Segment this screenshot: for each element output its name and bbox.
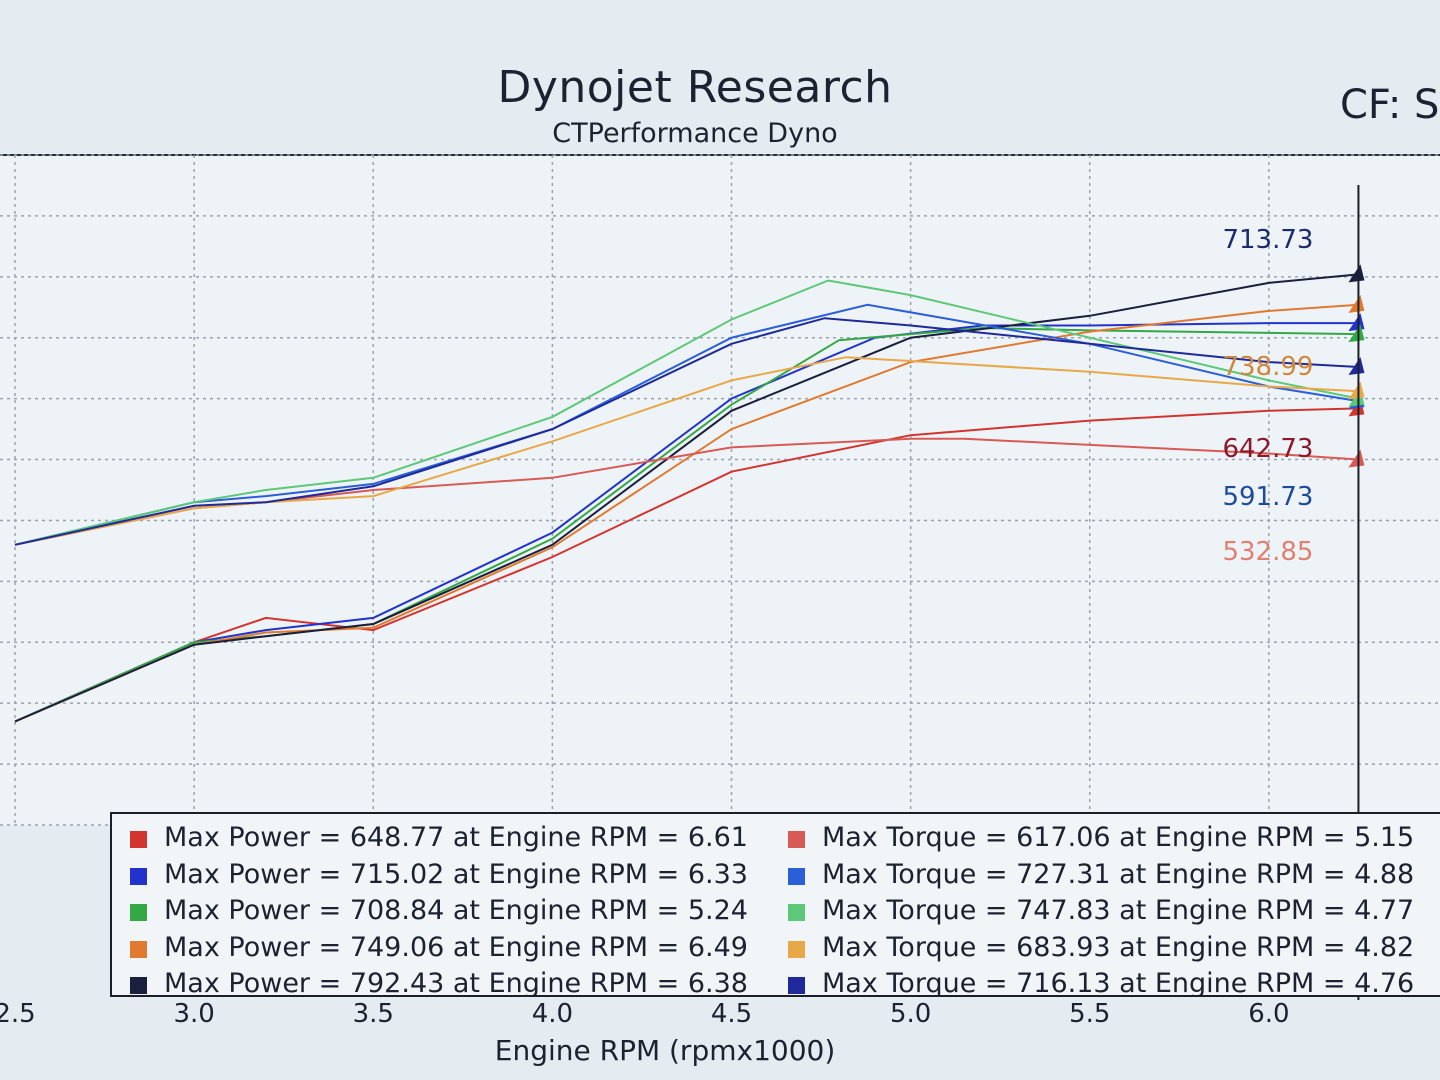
legend-label: Max Torque = 747.83 at Engine RPM = 4.77 <box>822 895 1415 926</box>
chart-title: Dynojet Research <box>497 62 893 113</box>
legend-label: Max Torque = 716.13 at Engine RPM = 4.76 <box>822 968 1415 997</box>
legend-item-torque-2: Max Torque = 727.31 at Engine RPM = 4.88 <box>788 857 1415 894</box>
legend-item-power-3: Max Power = 708.84 at Engine RPM = 5.24 <box>130 893 748 930</box>
legend-swatch <box>130 831 147 848</box>
plot-area <box>0 155 1440 825</box>
torque-series-line-5 <box>14 317 1359 546</box>
correction-factor-label: CF: S <box>1340 82 1440 128</box>
legend-label: Max Power = 708.84 at Engine RPM = 5.24 <box>164 895 748 926</box>
series-group <box>14 264 1365 723</box>
legend-label: Max Torque = 617.06 at Engine RPM = 5.15 <box>822 822 1415 853</box>
legend-swatch <box>788 940 805 958</box>
cursor-value-label: 532.85 <box>1222 537 1313 567</box>
cursor-value-labels: 713.73 738.99 642.73 591.73 532.85 <box>1222 225 1313 567</box>
legend-torque-column: Max Torque = 617.06 at Engine RPM = 5.15… <box>788 820 1415 997</box>
legend-label: Max Power = 715.02 at Engine RPM = 6.33 <box>164 858 748 890</box>
power-series-line-4 <box>14 303 1359 723</box>
power-cursor-marker-4 <box>1348 294 1365 313</box>
chart-subtitle: CTPerformance Dyno <box>552 118 838 149</box>
legend-label: Max Torque = 683.93 at Engine RPM = 4.82 <box>822 931 1415 963</box>
power-series-line-5 <box>14 273 1359 723</box>
legend-item-power-4: Max Power = 749.06 at Engine RPM = 6.49 <box>130 930 748 967</box>
torque-series-line-4 <box>14 356 1359 546</box>
legend-item-power-2: Max Power = 715.02 at Engine RPM = 6.33 <box>130 857 748 894</box>
x-tick-label: 4.0 <box>532 999 573 1029</box>
legend-item-power-5: Max Power = 792.43 at Engine RPM = 6.38 <box>130 966 748 997</box>
torque-cursor-marker-1 <box>1348 449 1365 468</box>
legend-swatch <box>130 904 147 921</box>
x-tick-label: 5.5 <box>1069 999 1110 1029</box>
torque-cursor-marker-5 <box>1348 356 1365 375</box>
legend-item-torque-1: Max Torque = 617.06 at Engine RPM = 5.15 <box>788 820 1415 857</box>
cursor-value-label: 642.73 <box>1222 434 1313 464</box>
legend-label: Max Power = 648.77 at Engine RPM = 6.61 <box>164 822 748 853</box>
x-tick-label: 3.5 <box>353 999 394 1029</box>
legend-swatch <box>788 831 805 848</box>
cursor-value-label: 713.73 <box>1222 225 1313 255</box>
x-tick-label: 6.0 <box>1248 999 1289 1029</box>
legend-swatch <box>788 977 805 994</box>
power-cursor-marker-5 <box>1348 264 1365 283</box>
torque-series-line-3 <box>14 279 1359 546</box>
cursor-value-label: 591.73 <box>1222 482 1313 512</box>
x-tick-label: 5.0 <box>890 999 931 1029</box>
legend-item-torque-3: Max Torque = 747.83 at Engine RPM = 4.77 <box>788 893 1415 930</box>
legend-label: Max Power = 792.43 at Engine RPM = 6.38 <box>164 968 748 997</box>
torque-series-line-2 <box>14 303 1359 546</box>
legend-item-power-1: Max Power = 648.77 at Engine RPM = 6.61 <box>130 820 748 857</box>
legend-swatch <box>130 940 147 958</box>
legend-swatch <box>788 867 805 885</box>
legend-label: Max Power = 749.06 at Engine RPM = 6.49 <box>164 931 748 963</box>
torque-cursor-marker-4 <box>1348 381 1365 400</box>
legend-power-column: Max Power = 648.77 at Engine RPM = 6.61 M… <box>130 820 748 997</box>
legend-label: Max Torque = 727.31 at Engine RPM = 4.88 <box>822 858 1415 890</box>
legend-swatch <box>130 977 147 994</box>
legend-swatch <box>130 867 147 885</box>
x-tick-label: 4.5 <box>711 999 752 1029</box>
x-tick-label: 3.0 <box>173 999 214 1029</box>
legend-item-torque-4: Max Torque = 683.93 at Engine RPM = 4.82 <box>788 930 1415 967</box>
legend-swatch <box>788 904 805 921</box>
x-tick-label: 2.5 <box>0 999 36 1029</box>
power-cursor-marker-3 <box>1348 324 1365 343</box>
legend-item-torque-5: Max Torque = 716.13 at Engine RPM = 4.76 <box>788 966 1415 997</box>
legend: Max Power = 648.77 at Engine RPM = 6.61 M… <box>110 812 1440 997</box>
x-axis-ticks: 2.5 3.0 3.5 4.0 4.5 5.0 5.5 6.0 <box>0 999 1290 1029</box>
x-axis-title: Engine RPM (rpmx1000) <box>494 1034 836 1067</box>
cursor-value-label: 738.99 <box>1222 352 1313 382</box>
power-series-line-1 <box>14 407 1359 723</box>
